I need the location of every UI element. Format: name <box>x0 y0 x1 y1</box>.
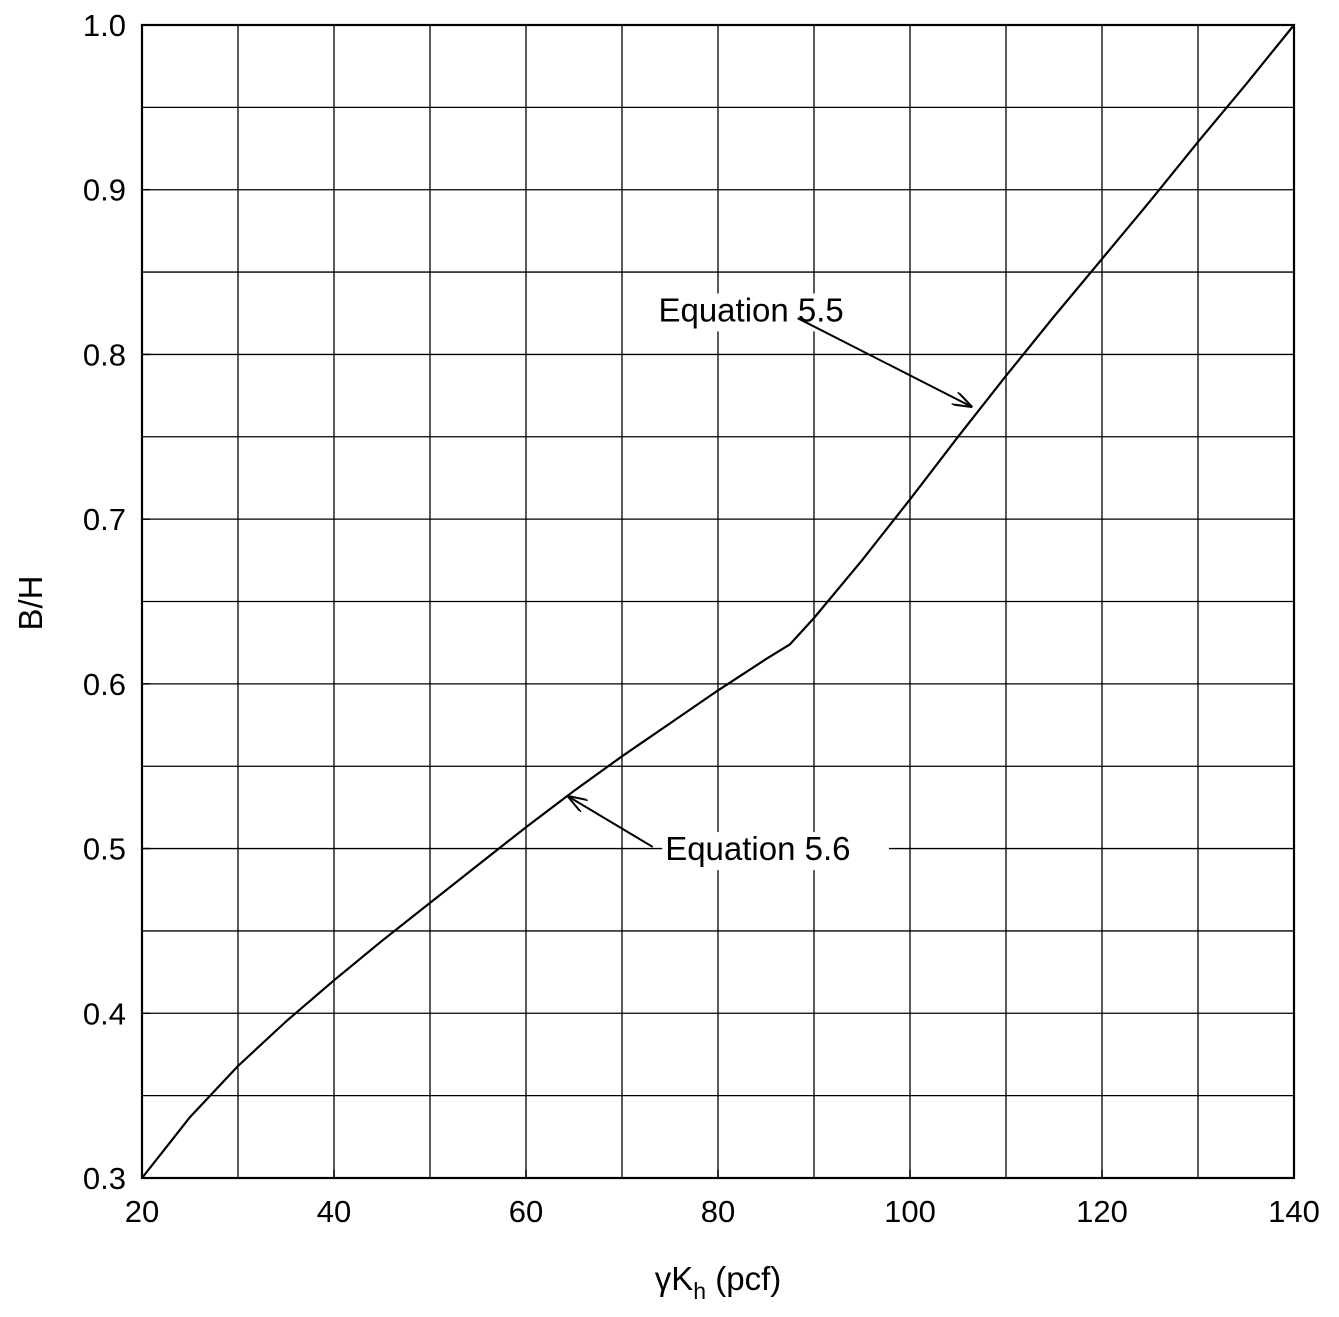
x-tick-label: 140 <box>1268 1194 1320 1229</box>
series-group <box>141 24 1295 1179</box>
y-tick-label: 0.5 <box>83 832 126 867</box>
x-tick-label: 120 <box>1076 1194 1128 1229</box>
y-tick-label: 0.3 <box>83 1161 126 1196</box>
y-tick-label: 1.0 <box>83 8 126 43</box>
y-tick-label: 0.7 <box>83 502 126 537</box>
x-tick-label: 20 <box>125 1194 159 1229</box>
grid <box>142 25 1294 1178</box>
x-axis-label-main: γK <box>655 1260 694 1297</box>
x-tick-label: 80 <box>701 1194 735 1229</box>
annotation-background <box>662 832 889 871</box>
annotation-arrow <box>797 317 973 407</box>
y-axis-label: B/H <box>12 575 49 630</box>
y-tick-label: 0.8 <box>83 337 126 372</box>
annotation-background <box>655 293 883 332</box>
annotations: Equation 5.5 Equation 5.6 <box>567 291 973 871</box>
y-axis: 0.3 0.4 0.5 0.6 0.7 0.8 0.9 1.0 <box>83 8 150 1196</box>
y-tick-label: 0.4 <box>83 996 126 1031</box>
x-tick-label: 60 <box>509 1194 543 1229</box>
x-axis-label-subscript: h <box>693 1278 706 1304</box>
y-tick-label: 0.6 <box>83 667 126 702</box>
annotation-label: Equation 5.6 <box>665 830 850 867</box>
x-axis: 20 40 60 80 100 120 140 <box>125 1170 1320 1229</box>
x-axis-label: γKh (pcf) <box>655 1260 781 1304</box>
y-tick-label: 0.9 <box>83 173 126 208</box>
x-axis-label-suffix: (pcf) <box>706 1260 781 1297</box>
annotation-label: Equation 5.5 <box>658 291 843 328</box>
x-tick-label: 40 <box>317 1194 351 1229</box>
annotation-arrow <box>567 796 654 848</box>
x-tick-label: 100 <box>884 1194 936 1229</box>
series-line <box>141 24 1295 1179</box>
